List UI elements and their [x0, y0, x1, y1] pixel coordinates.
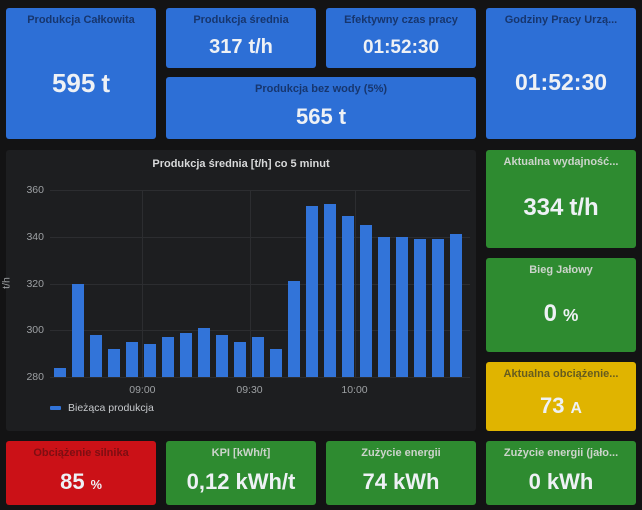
stat-value: 85% [60, 469, 102, 494]
bar [108, 348, 120, 377]
bar [396, 236, 408, 377]
panel-title: Efektywny czas pracy [344, 14, 458, 26]
stat-value: 73 A [540, 392, 582, 418]
stat-value: 565 t [295, 104, 347, 129]
panel-current-load-amps: Aktualna obciążenie... 73 A [486, 362, 636, 431]
x-tick-label: 10:00 [341, 384, 368, 396]
bar [72, 283, 84, 377]
gridline-y [50, 236, 470, 238]
panel-current-throughput: Aktualna wydajność... 334 t/h [486, 150, 636, 248]
bar [360, 225, 372, 377]
panel-average-production: Produkcja średnia 317 t/h [166, 8, 316, 68]
stat-value: 01:52:30 [514, 69, 608, 95]
panel-energy-consumption: Zużycie energii 74 kWh [326, 441, 476, 505]
bar [126, 341, 138, 377]
gridline-y [50, 283, 470, 285]
gridline-x [249, 190, 251, 377]
bar [432, 239, 444, 377]
stat-value: 595 t [51, 67, 111, 98]
bar-series-biezaca-produkcja [50, 190, 470, 377]
bar [54, 367, 66, 377]
bar [378, 236, 390, 377]
gridline-y [50, 330, 470, 332]
panel-title: Obciążenie silnika [33, 447, 129, 459]
y-tick-label: 320 [26, 277, 44, 290]
y-tick-label: 300 [26, 324, 44, 337]
y-tick-label: 280 [26, 371, 44, 383]
bar [270, 348, 282, 377]
panel-title: Aktualna obciążenie... [503, 368, 619, 380]
bar [342, 215, 354, 377]
x-tick-label: 09:30 [236, 384, 263, 396]
stat-value: 0% [543, 300, 579, 327]
panel-title: Aktualna wydajność... [503, 156, 619, 168]
gridline-x [142, 190, 144, 377]
gridline-y [50, 377, 470, 378]
panel-title: Zużycie energii (jało... [503, 447, 619, 459]
stat-value: 0,12 kWh/t [186, 469, 296, 494]
gridline-x [354, 190, 356, 377]
plot-area: 280 300 320 340 360 09:00 09:30 10:00 [26, 185, 470, 396]
panel-title: Produkcja średnia [193, 14, 289, 26]
panel-title: Bieg Jałowy [529, 264, 593, 276]
panel-energy-consumption-idle: Zużycie energii (jało... 0 kWh [486, 441, 636, 505]
y-tick-label: 340 [26, 230, 44, 243]
panel-production-without-water: Produkcja bez wody (5%) 565 t [166, 77, 476, 139]
stat-value: 01:52:30 [362, 36, 440, 58]
stat-value: 0 kWh [528, 469, 594, 494]
y-tick-label: 360 [26, 184, 44, 196]
gridline-y [50, 190, 470, 191]
bar [216, 334, 228, 377]
panel-idle-run: Bieg Jałowy 0% [486, 258, 636, 352]
legend-series-marker [50, 406, 61, 410]
bar [198, 327, 210, 377]
panel-title: Produkcja bez wody (5%) [254, 83, 388, 95]
panel-machine-work-hours: Godziny Pracy Urzą... 01:52:30 [486, 8, 636, 139]
panel-title: Zużycie energii [361, 447, 441, 459]
panel-title: Produkcja Całkowita [27, 14, 135, 26]
panel-motor-load: Obciążenie silnika 85% [6, 441, 156, 505]
x-tick-label: 09:00 [129, 384, 156, 396]
bar [450, 234, 462, 377]
bar [288, 281, 300, 377]
bar [144, 344, 156, 377]
bar [234, 341, 246, 377]
bar [324, 204, 336, 377]
bar [252, 337, 264, 377]
panel-kpi: KPI [kWh/t] 0,12 kWh/t [166, 441, 316, 505]
bar [90, 334, 102, 377]
stat-value: 334 t/h [523, 194, 599, 221]
stat-value: 74 kWh [362, 469, 440, 494]
panel-title: Godziny Pracy Urzą... [504, 14, 618, 26]
bar [180, 332, 192, 377]
panel-effective-work-time: Efektywny czas pracy 01:52:30 [326, 8, 476, 68]
bar [306, 206, 318, 377]
chart-panel-average-production: Produkcja średnia [t/h] co 5 minut t/h 2… [0, 150, 476, 431]
chart-title: Produkcja średnia [t/h] co 5 minut [152, 158, 330, 170]
legend-label: Bieżąca produkcja [68, 402, 154, 414]
panel-total-production: Produkcja Całkowita 595 t [6, 8, 156, 139]
bar [414, 239, 426, 377]
stat-value: 317 t/h [209, 36, 273, 58]
panel-title: KPI [kWh/t] [211, 447, 271, 459]
bar [162, 337, 174, 377]
legend-item-biezaca-produkcja[interactable]: Bieżąca produkcja [50, 402, 154, 414]
